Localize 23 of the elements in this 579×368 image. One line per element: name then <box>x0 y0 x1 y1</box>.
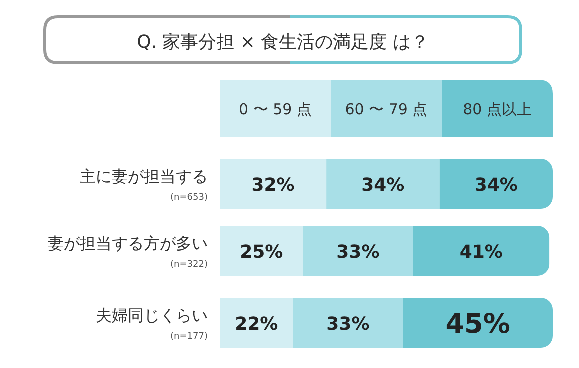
text: (n=322) <box>170 260 208 270</box>
data-label: 32% <box>252 175 295 196</box>
legend: 0 〜 59 点 60 〜 79 点 80 点以上 <box>220 80 553 137</box>
bar <box>440 159 553 209</box>
bar <box>293 298 404 348</box>
data-label: 33% <box>336 242 380 263</box>
data-label: 25% <box>240 242 284 263</box>
bar <box>403 298 553 348</box>
data-label: 22% <box>235 314 278 335</box>
y-tick-label: 夫婦同じくらい <box>96 306 208 325</box>
data-label: 33% <box>326 314 370 335</box>
chart-title: Q. 家事分担 × 食生活の満足度 は？ <box>137 32 429 53</box>
data-label: 34% <box>362 175 405 196</box>
data-label: 45% <box>446 309 510 340</box>
text: (n=177) <box>170 332 208 342</box>
bar <box>220 159 327 209</box>
bar <box>326 159 440 209</box>
y-tick-label: 主に妻が担当する <box>80 167 208 186</box>
bar <box>220 298 294 348</box>
data-label: 41% <box>460 242 503 263</box>
y-tick-label: 妻が担当する方が多い <box>48 234 208 253</box>
text: (n=653) <box>170 193 208 203</box>
data-label: 34% <box>474 175 518 196</box>
